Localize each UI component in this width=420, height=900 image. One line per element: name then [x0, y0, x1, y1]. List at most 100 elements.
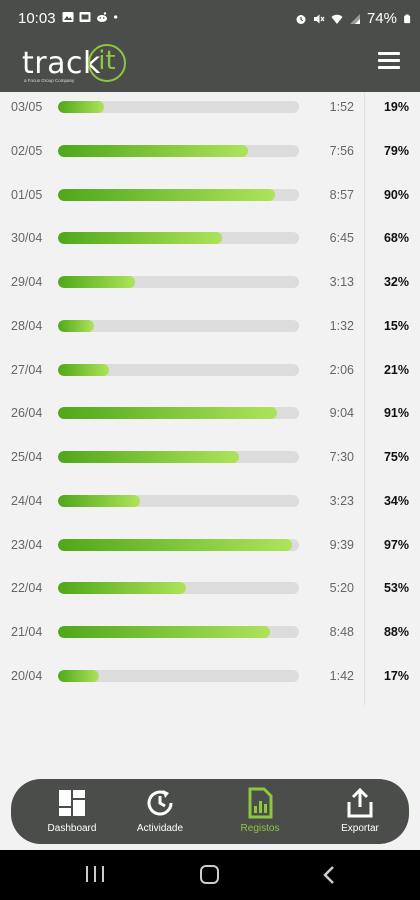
- progress-track: [58, 144, 299, 157]
- record-row[interactable]: 20/04 1:42 17%: [0, 660, 420, 705]
- record-duration: 8:48: [329, 625, 354, 639]
- logo-word: track: [22, 46, 101, 81]
- dot-icon: [114, 15, 118, 19]
- record-row[interactable]: 29/04 3:13 32%: [0, 267, 420, 311]
- history-clock-icon: [147, 790, 173, 816]
- status-bar: 10:03 74%: [0, 0, 420, 36]
- progress-fill: [58, 101, 104, 113]
- record-row[interactable]: 28/04 1:32 15%: [0, 310, 420, 355]
- record-duration: 3:23: [329, 493, 354, 508]
- reddit-icon: [97, 12, 107, 22]
- column-divider: [364, 485, 365, 530]
- record-percent: 15%: [383, 318, 409, 333]
- column-divider: [364, 310, 365, 355]
- nav-actividade[interactable]: Actividade: [115, 787, 205, 834]
- record-duration: 1:52: [329, 100, 354, 114]
- column-divider: [364, 92, 365, 136]
- record-row[interactable]: 01/05 8:57 90%: [0, 179, 420, 224]
- nav-dashboard[interactable]: Dashboard: [27, 787, 117, 834]
- record-date: 30/04: [11, 231, 43, 246]
- record-date: 24/04: [11, 493, 43, 508]
- progress-fill: [58, 669, 99, 682]
- column-divider: [364, 354, 365, 399]
- logo-it-circle: it: [88, 44, 126, 82]
- record-date: 03/05: [11, 100, 43, 114]
- record-date: 02/05: [11, 143, 43, 158]
- progress-fill: [58, 582, 186, 595]
- record-row[interactable]: 02/05 7:56 79%: [0, 135, 420, 180]
- record-date: 21/04: [11, 625, 43, 639]
- record-duration: 6:45: [329, 231, 354, 246]
- record-date: 27/04: [11, 362, 43, 377]
- back-icon[interactable]: [320, 865, 338, 885]
- record-row[interactable]: 25/04 7:30 75%: [0, 442, 420, 486]
- record-date: 20/04: [11, 668, 43, 683]
- hamburger-menu-icon[interactable]: [378, 52, 400, 72]
- record-row[interactable]: 22/04 5:20 53%: [0, 573, 420, 617]
- system-navigation-bar: [0, 850, 420, 900]
- logo-tagline: a Focus Group Company: [24, 78, 75, 83]
- record-duration: 9:04: [329, 406, 354, 421]
- record-row[interactable]: 23/04 9:39 97%: [0, 529, 420, 574]
- record-row[interactable]: 27/04 2:06 21%: [0, 354, 420, 399]
- record-percent: 53%: [383, 581, 409, 596]
- record-date: 28/04: [11, 318, 43, 333]
- record-date: 25/04: [11, 450, 43, 464]
- progress-fill: [58, 626, 271, 638]
- alarm-icon: [296, 14, 306, 24]
- record-percent: 68%: [383, 231, 409, 246]
- app-header: track it a Focus Group Company: [0, 36, 420, 92]
- progress-track: [58, 669, 299, 682]
- record-date: 29/04: [11, 275, 43, 289]
- progress-fill: [58, 538, 292, 551]
- recents-icon[interactable]: [86, 866, 104, 882]
- progress-track: [58, 232, 299, 245]
- column-divider: [364, 529, 365, 574]
- record-date: 23/04: [11, 537, 43, 552]
- record-percent: 19%: [383, 100, 409, 114]
- progress-track: [58, 451, 299, 463]
- nav-registos[interactable]: Registos: [215, 787, 305, 834]
- record-row[interactable]: 24/04 3:23 34%: [0, 485, 420, 530]
- home-icon[interactable]: [200, 865, 219, 884]
- cast-icon: [79, 12, 91, 22]
- column-divider: [364, 660, 365, 705]
- nav-actividade-label: Actividade: [136, 823, 184, 834]
- nav-dashboard-label: Dashboard: [47, 823, 97, 834]
- record-percent: 88%: [383, 625, 409, 639]
- progress-track: [58, 626, 299, 638]
- status-system-icons: 74%: [295, 10, 412, 27]
- record-row[interactable]: 03/05 1:52 19%: [0, 92, 420, 136]
- record-percent: 90%: [383, 187, 409, 202]
- nav-exportar[interactable]: Exportar: [315, 787, 405, 834]
- share-export-icon: [347, 787, 373, 818]
- nav-registos-label: Registos: [240, 823, 280, 834]
- progress-track: [58, 276, 299, 288]
- record-date: 26/04: [11, 406, 43, 421]
- record-percent: 75%: [383, 450, 409, 464]
- report-chart-icon: [248, 787, 273, 819]
- record-row[interactable]: 21/04 8:48 88%: [0, 617, 420, 661]
- progress-fill: [58, 144, 249, 157]
- record-percent: 32%: [383, 275, 409, 289]
- progress-fill: [58, 451, 239, 463]
- progress-track: [58, 494, 299, 507]
- mute-icon: [313, 14, 325, 23]
- record-duration: 9:39: [329, 537, 354, 552]
- progress-track: [58, 363, 299, 376]
- records-list: 03/05 1:52 19% 02/05 7:56 79% 01/05 8:57 90% 30/0…: [0, 92, 420, 705]
- progress-track: [58, 188, 299, 201]
- progress-track: [58, 407, 299, 420]
- record-duration: 7:30: [329, 450, 354, 464]
- record-row[interactable]: 30/04 6:45 68%: [0, 223, 420, 267]
- record-percent: 79%: [383, 143, 409, 158]
- nav-exportar-label: Exportar: [341, 823, 379, 834]
- status-time: 10:03: [18, 10, 56, 27]
- progress-fill: [58, 188, 275, 201]
- record-row[interactable]: 26/04 9:04 91%: [0, 398, 420, 442]
- column-divider: [364, 398, 365, 442]
- progress-fill: [58, 232, 222, 245]
- progress-track: [58, 101, 299, 113]
- signal-icon: [349, 13, 360, 24]
- column-divider: [364, 223, 365, 267]
